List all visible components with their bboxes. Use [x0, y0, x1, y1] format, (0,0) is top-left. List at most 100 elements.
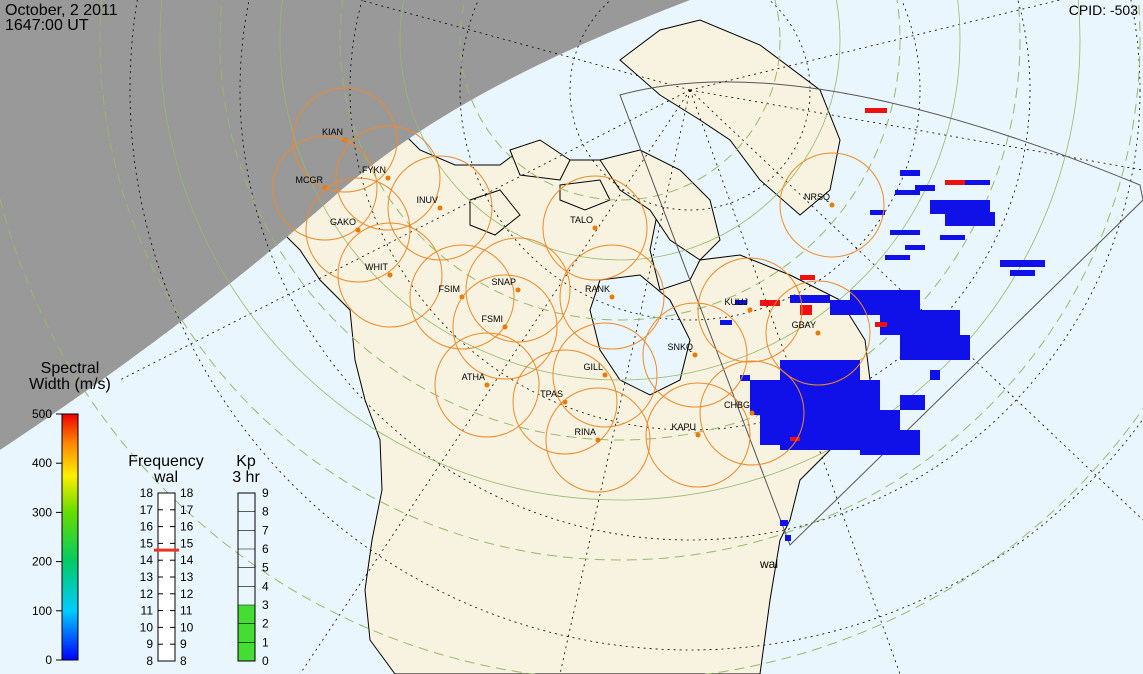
color-scale-tick-label: 200: [32, 555, 52, 569]
station-label: GILL: [583, 362, 603, 372]
echo-cell: [780, 440, 860, 450]
greenland: [619, 19, 841, 216]
echo-cell: [740, 375, 750, 381]
echo-cell: [940, 235, 965, 240]
station-ring: [452, 274, 558, 380]
station-atha: ATHA: [434, 332, 540, 438]
station-ring: [552, 322, 658, 428]
station-ring: [642, 302, 748, 408]
station-dot: [515, 287, 521, 293]
station-ring: [305, 177, 411, 283]
station-gako: GAKO: [305, 177, 411, 283]
station-ring: [765, 280, 871, 386]
station-nrsq: NRSQ: [779, 152, 885, 258]
color-scale-subtitle: Width (m/s): [29, 376, 111, 393]
station-label: GBAY: [792, 320, 816, 330]
frequency-tick-label-left: 18: [140, 486, 154, 500]
kp-tick-label: 8: [262, 505, 269, 519]
echo-cell: [945, 212, 995, 226]
station-dot: [695, 432, 701, 438]
color-scale-tick-label: 100: [32, 604, 52, 618]
station-dot: [595, 437, 601, 443]
color-scale-bar: [61, 413, 79, 661]
station-ring: [545, 387, 651, 493]
kp-tick-label: 6: [262, 542, 269, 556]
radar-fov-wal: [619, 81, 1143, 546]
time-label: 1647:00 UT: [5, 17, 89, 34]
frequency-tick-label-right: 12: [180, 587, 194, 601]
station-label: MCGR: [296, 175, 324, 185]
frequency-tick-label-right: 10: [180, 620, 194, 634]
echo-cell: [860, 430, 920, 455]
station-ring: [337, 222, 443, 328]
station-ring: [409, 244, 515, 350]
kp-subtitle: 3 hr: [232, 469, 260, 486]
kp-tick-label: 9: [262, 486, 269, 500]
frequency-tick-label-right: 14: [180, 553, 194, 567]
station-ring: [512, 349, 618, 455]
station-ring: [272, 135, 378, 241]
echo-cell: [880, 310, 960, 335]
station-dot: [502, 324, 508, 330]
station-label: KAPU: [671, 422, 696, 432]
kp-tick-label: 7: [262, 523, 269, 537]
station-label: SNKQ: [667, 342, 693, 352]
kp-tick-label: 5: [262, 561, 269, 575]
kp-fill: [238, 605, 255, 661]
station-label: TPAS: [540, 389, 563, 399]
station-fsmi: FSMI: [452, 274, 558, 380]
echo-cell: [905, 245, 925, 250]
magnetic-latitude-solid: [159, 0, 1081, 501]
kp-tick-label: 0: [262, 654, 269, 668]
date-label: October, 2 2011: [5, 2, 118, 19]
color-scale-ticks: 0 100 200 300 400 500: [32, 407, 62, 667]
latitude-circles: [129, 0, 1143, 651]
radar-label: wal: [759, 557, 778, 571]
echo-cell: [930, 370, 940, 380]
station-ring: [559, 244, 665, 350]
station-snkq: SNKQ: [642, 302, 748, 408]
echo-cell: [800, 305, 812, 315]
station-label: RINA: [574, 427, 596, 437]
station-dot: [387, 272, 393, 278]
echo-cell: [790, 437, 800, 441]
echo-cell: [760, 300, 780, 306]
station-kuuj: KUUJ: [697, 257, 803, 363]
station-kapu: KAPU: [645, 382, 751, 488]
frequency-tick-label-left: 13: [140, 570, 154, 584]
color-scale-tick-label: 0: [45, 653, 52, 667]
station-label: NRSQ: [804, 192, 830, 202]
station-dot: [609, 294, 615, 300]
echo-cell: [890, 230, 920, 235]
station-label: FYKN: [362, 165, 386, 175]
echo-cell: [885, 255, 910, 260]
station-label: KIAN: [322, 127, 343, 137]
station-dot: [829, 202, 835, 208]
station-label: FSMI: [482, 314, 504, 324]
echo-cell: [865, 108, 887, 113]
echo-cell: [930, 200, 990, 214]
color-scale-tick-label: 400: [32, 456, 52, 470]
color-scale-title: Spectral: [41, 360, 100, 377]
echo-cell: [850, 290, 920, 310]
frequency-tick-label-right: 17: [180, 503, 194, 517]
echo-cell: [790, 295, 830, 303]
frequency-tick-label-right: 8: [180, 654, 187, 668]
station-ring: [645, 382, 751, 488]
station-snap: SNAP: [465, 237, 571, 343]
echo-cell: [895, 190, 920, 195]
kp-ticks: 0 1 2 3 4 5 6 7 8 9: [238, 486, 269, 668]
frequency-tick-label-right: 16: [180, 520, 194, 534]
station-label: FSIM: [439, 284, 461, 294]
station-label: WHIT: [365, 262, 388, 272]
station-dot: [602, 372, 608, 378]
echo-cell: [735, 300, 747, 305]
frequency-tick-label-right: 13: [180, 570, 194, 584]
echo-cell: [945, 180, 965, 185]
spectral-width-scale: Spectral Width (m/s) 0 100 200 300 400 500: [29, 360, 111, 667]
hudson-bay-water: [589, 274, 691, 396]
echo-cell: [875, 322, 887, 327]
station-dot: [385, 175, 391, 181]
frequency-title: Frequency: [128, 453, 204, 470]
echo-cell: [800, 275, 815, 280]
